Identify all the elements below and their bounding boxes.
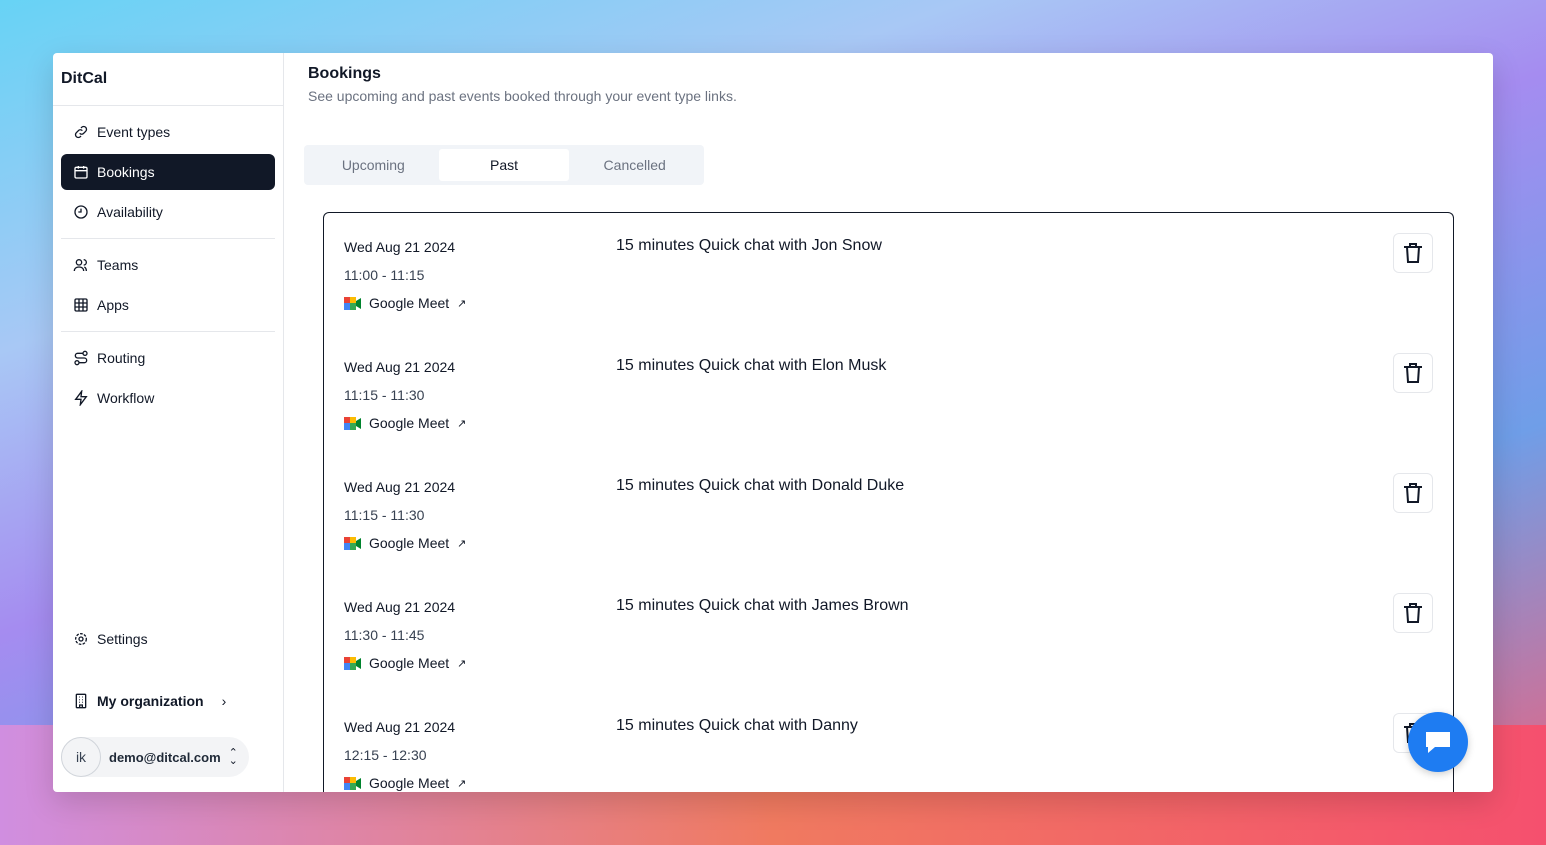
location-label: Google Meet [369,655,450,671]
booking-date: Wed Aug 21 2024 [344,479,456,495]
booking-title: 15 minutes Quick chat with Donald Duke [616,477,905,494]
route-icon [74,350,88,366]
chevron-up-down-icon: ⌃ ⌄ [228,747,238,767]
booking-time: 11:30 - 11:45 [344,627,425,643]
brand-logo: DitCal [53,53,283,106]
sidebar-item-label: Settings [97,631,148,647]
location-label: Google Meet [369,535,450,551]
divider [61,238,275,239]
chevron-right-icon: › [221,693,227,709]
booking-row[interactable]: Wed Aug 21 2024 11:30 - 11:45 Google Mee… [324,573,1453,693]
building-icon [75,693,87,709]
sidebar-item-label: Routing [97,350,146,366]
user-menu[interactable]: ik demo@ditcal.com ⌃ ⌄ [61,737,249,777]
booking-date: Wed Aug 21 2024 [344,239,456,255]
zap-icon [74,390,88,406]
user-email: demo@ditcal.com [109,749,221,765]
trash-icon [1404,603,1422,623]
sidebar-item-availability[interactable]: Availability [61,194,275,230]
grid-icon [74,298,88,312]
page-title: Bookings [308,65,381,82]
bookings-list: Wed Aug 21 2024 11:00 - 11:15 Google Mee… [323,212,1454,792]
booking-date: Wed Aug 21 2024 [344,719,456,735]
chat-button[interactable] [1408,712,1468,772]
booking-date: Wed Aug 21 2024 [344,359,456,375]
sidebar-item-settings[interactable]: Settings [61,621,275,657]
booking-location-link[interactable]: Google Meet ↗ [344,415,466,431]
booking-row[interactable]: Wed Aug 21 2024 11:15 - 11:30 Google Mee… [324,333,1453,453]
chat-icon [1426,732,1450,753]
app-window: DitCal Event types Bookings Availability… [53,53,1493,792]
sidebar-item-label: Event types [97,124,171,140]
delete-booking-button[interactable] [1393,473,1433,513]
external-link-icon: ↗ [457,417,467,430]
trash-icon [1404,483,1422,503]
sidebar-item-label: Apps [97,297,129,313]
booking-title: 15 minutes Quick chat with Elon Musk [616,357,887,374]
booking-time: 12:15 - 12:30 [344,747,427,763]
sidebar-item-label: My organization [97,693,204,709]
booking-title: 15 minutes Quick chat with Danny [616,717,858,734]
booking-tabs: Upcoming Past Cancelled [304,145,704,185]
divider [61,331,275,332]
google-meet-icon [344,416,361,430]
booking-title: 15 minutes Quick chat with Jon Snow [616,237,882,254]
external-link-icon: ↗ [457,297,467,310]
external-link-icon: ↗ [457,657,467,670]
main-content: Bookings See upcoming and past events bo… [284,53,1493,792]
clock-icon [74,205,88,219]
delete-booking-button[interactable] [1393,233,1433,273]
avatar: ik [61,737,101,777]
trash-icon [1404,363,1422,383]
booking-title: 15 minutes Quick chat with James Brown [616,597,909,614]
sidebar: DitCal Event types Bookings Availability… [53,53,284,792]
tab-cancelled[interactable]: Cancelled [603,157,666,173]
sidebar-item-teams[interactable]: Teams [61,247,275,283]
sidebar-item-apps[interactable]: Apps [61,287,275,323]
booking-date: Wed Aug 21 2024 [344,599,456,615]
delete-booking-button[interactable] [1393,593,1433,633]
sidebar-item-label: Workflow [97,390,155,406]
booking-location-link[interactable]: Google Meet ↗ [344,295,466,311]
link-icon [74,125,88,139]
location-label: Google Meet [369,295,450,311]
booking-time: 11:15 - 11:30 [344,387,425,403]
booking-location-link[interactable]: Google Meet ↗ [344,655,466,671]
gear-icon [75,633,87,645]
location-label: Google Meet [369,415,450,431]
booking-row[interactable]: Wed Aug 21 2024 11:15 - 11:30 Google Mee… [324,453,1453,573]
sidebar-item-label: Teams [97,257,139,273]
google-meet-icon [344,656,361,670]
booking-location-link[interactable]: Google Meet ↗ [344,535,466,551]
google-meet-icon [344,776,361,790]
sidebar-item-event-types[interactable]: Event types [61,114,275,150]
sidebar-item-workflow[interactable]: Workflow [61,380,275,416]
google-meet-icon [344,296,361,310]
booking-time: 11:15 - 11:30 [344,507,425,523]
users-icon [73,259,87,272]
external-link-icon: ↗ [457,537,467,550]
tab-past[interactable]: Past [438,149,570,181]
sidebar-item-bookings[interactable]: Bookings [61,154,275,190]
booking-row[interactable]: Wed Aug 21 2024 11:00 - 11:15 Google Mee… [324,213,1453,333]
booking-time: 11:00 - 11:15 [344,267,425,283]
delete-booking-button[interactable] [1393,353,1433,393]
external-link-icon: ↗ [457,777,467,790]
trash-icon [1404,243,1422,263]
sidebar-item-label: Bookings [97,164,155,180]
booking-row[interactable]: Wed Aug 21 2024 12:15 - 12:30 Google Mee… [324,693,1453,792]
location-label: Google Meet [369,775,450,791]
booking-location-link[interactable]: Google Meet ↗ [344,775,466,791]
sidebar-item-label: Availability [97,204,163,220]
sidebar-item-routing[interactable]: Routing [61,340,275,376]
page-subtitle: See upcoming and past events booked thro… [308,88,737,104]
calendar-icon [74,166,88,179]
tab-upcoming[interactable]: Upcoming [341,157,405,173]
my-organization-link[interactable]: My organization › [61,683,275,719]
google-meet-icon [344,536,361,550]
